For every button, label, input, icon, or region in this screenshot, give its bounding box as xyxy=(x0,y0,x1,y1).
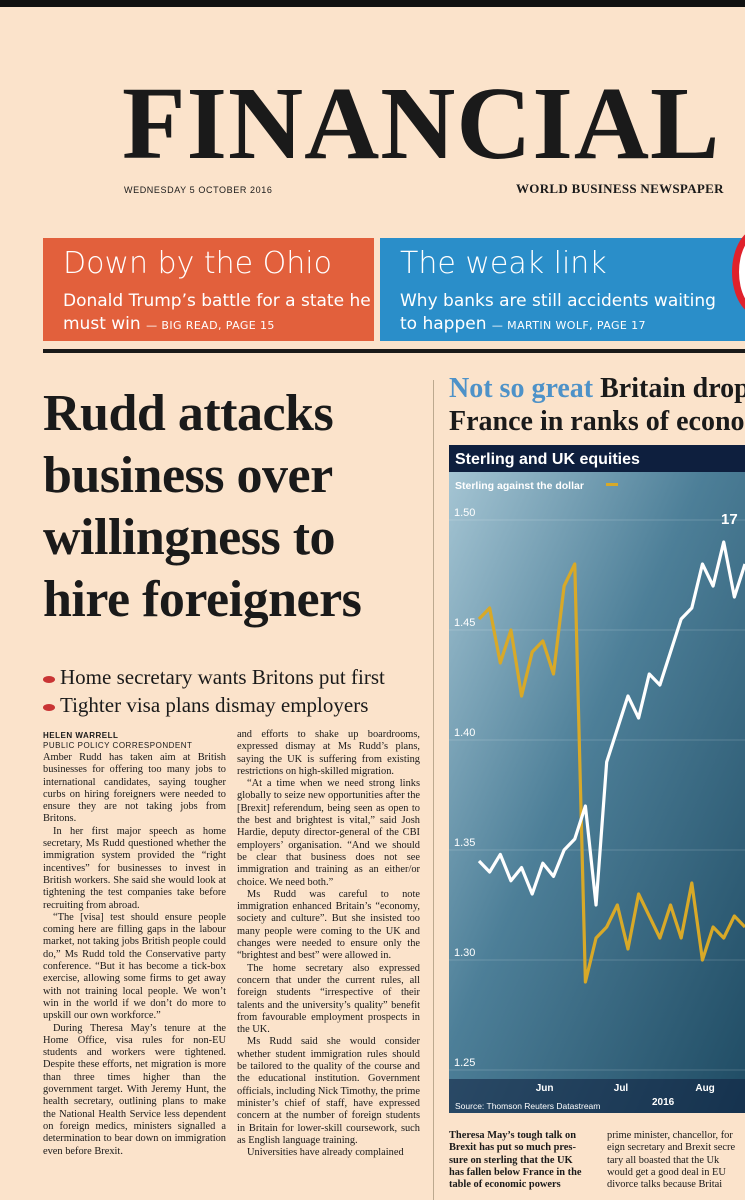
paragraph: “At a time when we need strong links glo… xyxy=(237,778,420,888)
paragraph: Universities have already complained xyxy=(247,1147,404,1159)
x-axis: Jun Jul Aug xyxy=(536,1083,715,1094)
y-tick-label: 1.25 xyxy=(454,1057,475,1069)
sterling-chart: Sterling and UK equities Sterling agains… xyxy=(449,445,745,1113)
bullet-text: Tighter visa plans dismay employers xyxy=(60,693,369,717)
text-line: sure on sterling that the UK xyxy=(449,1154,573,1166)
legend-swatch xyxy=(606,483,618,486)
series-line xyxy=(477,562,745,984)
promo-martin-wolf[interactable]: The weak link Why banks are still accide… xyxy=(380,238,745,341)
chart-svg: Sterling and UK equities Sterling agains… xyxy=(449,445,745,1113)
bullet-icon xyxy=(43,703,55,711)
second-headline-line2: France in ranks of econo xyxy=(449,406,745,437)
y-tick-label: 1.50 xyxy=(454,507,475,519)
text-line: table of economic powers xyxy=(449,1179,561,1191)
author-role: PUBLIC POLICY CORRESPONDENT xyxy=(43,741,193,750)
headline-text: Britain drop xyxy=(600,373,745,404)
promo-title: The weak link xyxy=(400,246,607,281)
second-story-col-right: prime minister, chancellor, for eign sec… xyxy=(607,1130,745,1191)
promo-ref: — MARTIN WOLF, PAGE 17 xyxy=(491,319,646,332)
paragraph: Amber Rudd has taken aim at British busi… xyxy=(43,752,226,825)
paragraph: The home secretary also expressed concer… xyxy=(237,962,420,1036)
text-line: would get a good deal in EU xyxy=(607,1166,726,1178)
top-border xyxy=(0,0,745,7)
bullet-icon xyxy=(43,675,55,683)
article-column-2: and efforts to shake up boardrooms, expr… xyxy=(237,729,420,1159)
y-tick-label: 1.30 xyxy=(454,947,475,959)
text-line: has fallen below France in the xyxy=(449,1166,582,1178)
series-line xyxy=(477,540,745,907)
x-tick-label: Aug xyxy=(695,1083,714,1094)
promo-subtitle: Donald Trump’s battle for a state he mus… xyxy=(63,290,374,337)
paragraph: Ms Rudd was careful to note immigration … xyxy=(237,888,420,962)
chart-title-bar xyxy=(449,445,745,472)
second-headline-line1: Not so great Britain drop xyxy=(449,372,745,405)
byline: HELEN WARRELL PUBLIC POLICY CORRESPONDEN… xyxy=(43,731,192,751)
paragraph: In her first major speech as home secret… xyxy=(43,825,226,911)
promo-ref: — BIG READ, PAGE 15 xyxy=(146,319,275,332)
bullet-item: Home secretary wants Britons put first xyxy=(43,663,443,691)
divider-rule xyxy=(43,349,745,353)
y-tick-label: 1.45 xyxy=(454,617,475,629)
headline-kicker: Not so great xyxy=(449,373,594,404)
chart-legend-label: Sterling against the dollar xyxy=(455,480,584,492)
chart-background xyxy=(449,445,745,1113)
text-line: prime minister, chancellor, for xyxy=(607,1130,733,1141)
chart-annotation: 17 xyxy=(721,511,738,528)
paragraph: “The [visa] test should ensure people co… xyxy=(43,911,226,1022)
promo-title: Down by the Ohio xyxy=(63,246,332,281)
chart-series xyxy=(477,540,745,984)
promo-big-read[interactable]: Down by the Ohio Donald Trump’s battle f… xyxy=(43,238,374,341)
promo-subtitle-text: Why banks are still accidents waiting to… xyxy=(400,291,716,334)
y-axis: 1.50 1.45 1.40 1.35 1.30 1.25 xyxy=(454,507,475,1069)
text-line: divorce talks because Britai xyxy=(607,1179,723,1191)
paragraph: Ms Rudd said she would consider whether … xyxy=(237,1036,420,1146)
dateline: WEDNESDAY 5 OCTOBER 2016 xyxy=(124,185,273,195)
lead-headline: Rudd attacks business over willingness t… xyxy=(43,385,362,628)
text-line: Theresa May’s tough talk on xyxy=(449,1130,577,1141)
chart-source: Source: Thomson Reuters Datastream xyxy=(455,1101,600,1111)
paragraph: and efforts to shake up boardrooms, expr… xyxy=(237,729,420,777)
y-tick-label: 1.40 xyxy=(454,727,475,739)
x-axis-band xyxy=(449,1079,745,1113)
text-line: tary all boasted that the Uk xyxy=(607,1154,720,1166)
second-story-col-left: Theresa May’s tough talk on Brexit has p… xyxy=(449,1130,599,1191)
promo-subtitle: Why banks are still accidents waiting to… xyxy=(400,290,730,337)
text-line: Brexit has put so much pres- xyxy=(449,1142,576,1154)
chart-grid xyxy=(449,519,745,1071)
masthead-title: FINANCIAL xyxy=(122,66,721,181)
lead-bullets: Home secretary wants Britons put first T… xyxy=(43,663,443,719)
column-divider xyxy=(433,380,434,1200)
paragraph: During Theresa May’s tenure at the Home … xyxy=(43,1022,226,1157)
x-tick-label: Jul xyxy=(614,1083,629,1094)
tagline: WORLD BUSINESS NEWSPAPER xyxy=(516,181,724,196)
second-headline: Not so great Britain drop France in rank… xyxy=(449,372,745,438)
chart-title: Sterling and UK equities xyxy=(455,451,640,468)
y-tick-label: 1.35 xyxy=(454,837,475,849)
promo-subtitle-text: Donald Trump’s battle for a state he mus… xyxy=(63,291,371,334)
x-tick-label: Jun xyxy=(536,1083,554,1094)
chart-year: 2016 xyxy=(652,1097,675,1108)
bullet-text: Home secretary wants Britons put first xyxy=(60,665,385,689)
author-name: HELEN WARRELL xyxy=(43,731,119,740)
text-line: eign secretary and Brexit secre xyxy=(607,1142,736,1154)
bullet-item: Tighter visa plans dismay employers xyxy=(43,691,443,719)
article-column-1: Amber Rudd has taken aim at British busi… xyxy=(43,752,226,1158)
